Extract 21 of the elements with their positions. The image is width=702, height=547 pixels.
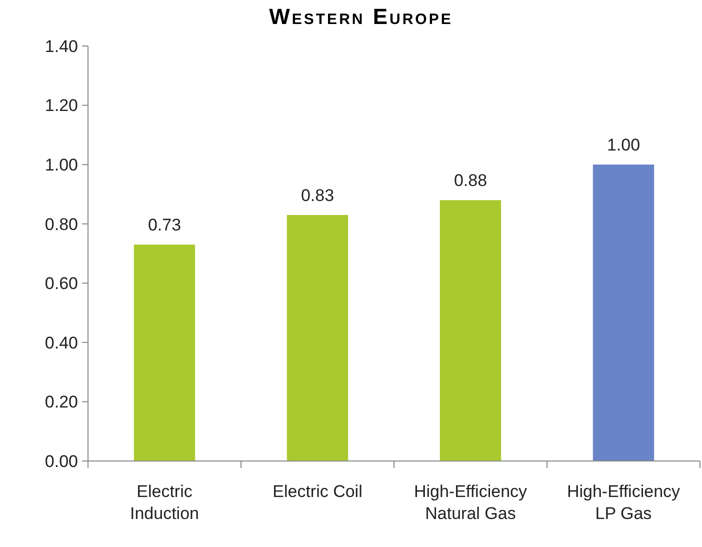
x-tick-label: High-Efficiency LP Gas [566,482,681,523]
x-tick-label: Electric Induction [130,482,199,523]
y-tick-label: 1.20 [44,96,78,116]
data-label: 0.83 [300,186,334,205]
bar [440,200,502,461]
y-tick-label: 0.00 [44,452,78,471]
data-label: 0.88 [454,171,488,190]
y-tick-label: 0.60 [44,274,78,294]
y-tick-label: 0.20 [44,392,78,412]
data-label: 0.73 [148,216,182,235]
bar [592,164,654,461]
chart-title: Western Europe [269,4,453,29]
y-tick-label: 0.40 [44,333,78,352]
data-label: 1.00 [606,136,640,155]
x-tick-label: High-Efficiency Natural Gas [414,482,528,523]
y-tick-label: 1.00 [44,156,78,175]
x-tick-label: Electric Coil [272,482,362,501]
y-tick-label: 0.80 [44,214,78,234]
bar [134,244,196,461]
y-tick-label: 1.40 [44,36,78,56]
bar [286,214,348,461]
